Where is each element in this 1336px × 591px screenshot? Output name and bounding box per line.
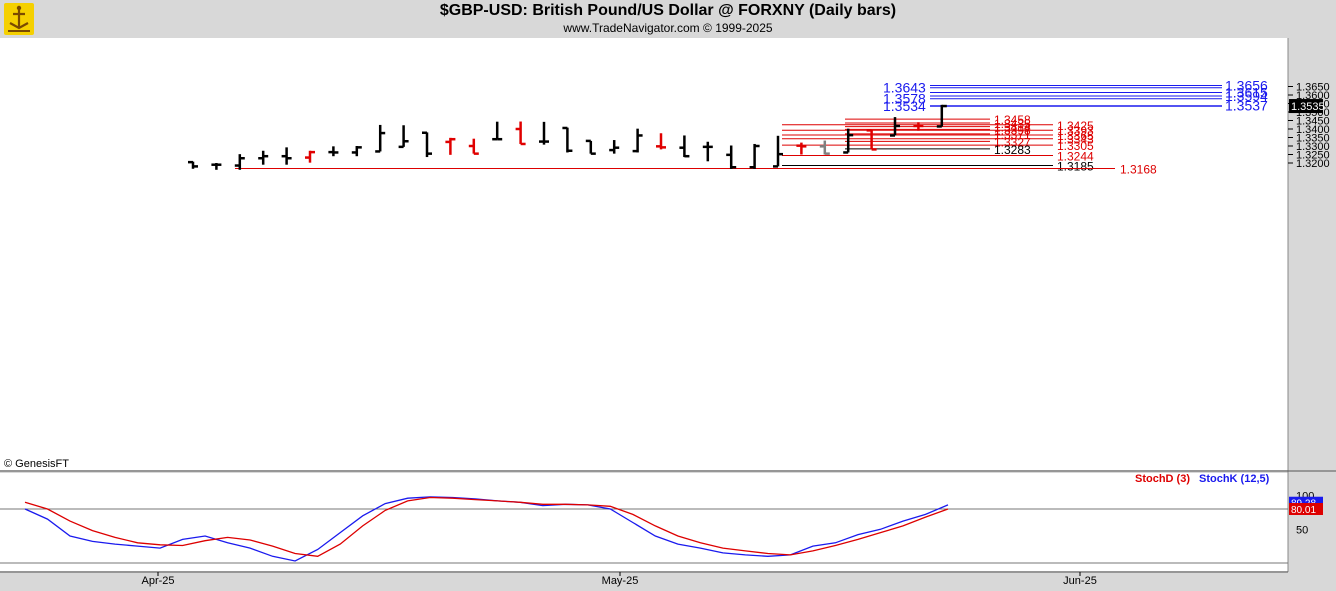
price-level-label: 1.3594 — [1225, 88, 1268, 104]
last-price-box — [1289, 99, 1323, 114]
price-level-label: 1.3425 — [1057, 119, 1094, 133]
chart-title: $GBP-USD: British Pound/US Dollar @ FORX… — [439, 2, 897, 19]
price-level-label: 1.3365 — [1057, 129, 1094, 143]
date-tick-label: Apr-25 — [141, 575, 174, 587]
ohlc-bar — [445, 137, 456, 155]
price-tick-label: 1.3400 — [1296, 124, 1330, 136]
date-axis: Apr-25 May-25 Jun-25 — [141, 572, 1097, 587]
price-level-label: 1.3305 — [1057, 139, 1094, 153]
ohlc-bar — [609, 140, 620, 154]
date-tick-label: May-25 — [602, 575, 639, 587]
stoch-tick-label: 50 — [1296, 524, 1308, 536]
price-level-label: 1.3343 — [1057, 133, 1094, 147]
price-level-label: 1.3537 — [1225, 98, 1268, 114]
ohlc-bar — [773, 135, 783, 168]
price-level-label: 1.3656 — [1225, 77, 1268, 93]
price-tick-label: 1.3300 — [1296, 141, 1330, 153]
price-level-label: 1.3393 — [1057, 124, 1094, 138]
ohlc-bar — [656, 133, 666, 150]
ohlc-bar — [398, 125, 409, 149]
ohlc-bar — [585, 139, 596, 155]
ohlc-bar — [351, 146, 362, 157]
ohlc-bar — [679, 135, 690, 158]
price-level-label: 1.3283 — [994, 143, 1031, 157]
price-tick-label: 1.3600 — [1296, 90, 1330, 102]
ohlc-bar — [492, 121, 503, 141]
price-level-label: 1.3244 — [1057, 150, 1094, 164]
ohlc-bar — [796, 142, 807, 155]
genesis-watermark: © GenesisFT — [4, 458, 69, 470]
ohlc-bar — [702, 141, 713, 162]
ohlc-bar — [211, 163, 222, 170]
ohlc-bar — [328, 146, 339, 157]
ohlc-bars — [188, 104, 947, 170]
ohlc-bar — [539, 121, 549, 145]
ohlc-bar — [632, 128, 643, 153]
ohlc-bar — [305, 150, 315, 163]
ohlc-bar — [422, 131, 432, 158]
price-level-label: 1.3458 — [994, 113, 1031, 127]
price-level-label: 1.3327 — [994, 135, 1031, 149]
price-level-label: 1.3643 — [883, 80, 926, 96]
ohlc-bar — [188, 160, 198, 169]
price-level-label: 1.3414 — [994, 121, 1031, 135]
ohlc-bar — [819, 140, 830, 155]
date-tick-label: Jun-25 — [1063, 575, 1097, 587]
ohlc-bar — [866, 129, 877, 151]
price-tick-label: 1.3350 — [1296, 133, 1330, 145]
tradenavigator-logo-icon — [4, 3, 34, 35]
ohlc-bar — [515, 121, 526, 146]
ohlc-bar — [843, 128, 854, 154]
ohlc-bar — [890, 117, 900, 137]
price-tick-label: 1.3650 — [1296, 82, 1330, 94]
stochd-value: 80.01 — [1291, 505, 1316, 516]
ohlc-bar — [375, 124, 386, 153]
price-level-label: 1.3168 — [1120, 162, 1157, 176]
price-level-label: 1.3615 — [1225, 84, 1268, 100]
stochd-value-box — [1289, 502, 1323, 515]
last-price-label: 1.3535 — [1291, 101, 1325, 113]
legend-stochk: StochK (12,5) — [1199, 473, 1270, 485]
ohlc-bar — [281, 147, 292, 165]
ohlc-bar — [468, 138, 479, 155]
price-tick-label: 1.3250 — [1296, 150, 1330, 162]
price-level-label: 1.3185 — [1057, 160, 1094, 174]
chart-header: $GBP-USD: British Pound/US Dollar @ FORX… — [0, 0, 1336, 38]
stochd-line — [24, 496, 949, 557]
price-axis-ticks: 1.36501.36001.35501.35001.34501.34001.33… — [1288, 82, 1330, 170]
price-tick-label: 1.3200 — [1296, 158, 1330, 170]
ohlc-bar — [234, 154, 245, 170]
ohlc-bar — [562, 126, 573, 153]
legend-stochd: StochD (3) — [1135, 473, 1190, 485]
ohlc-bar — [258, 150, 269, 165]
price-panel — [0, 38, 1288, 470]
price-level-label: 1.3534 — [883, 98, 926, 114]
ohlc-bar — [913, 122, 924, 131]
ohlc-bar — [749, 143, 760, 169]
ohlc-bar — [726, 145, 737, 169]
price-level-label: 1.3435 — [994, 117, 1031, 131]
chart-subtitle: www.TradeNavigator.com © 1999-2025 — [563, 21, 773, 35]
price-level-label: 1.3578 — [883, 91, 926, 107]
ohlc-bar — [936, 104, 947, 128]
stochastic-panel — [0, 473, 1288, 571]
stochastic-lines: 1005089.2880.01 — [24, 491, 1323, 562]
price-tick-label: 1.3450 — [1296, 116, 1330, 128]
